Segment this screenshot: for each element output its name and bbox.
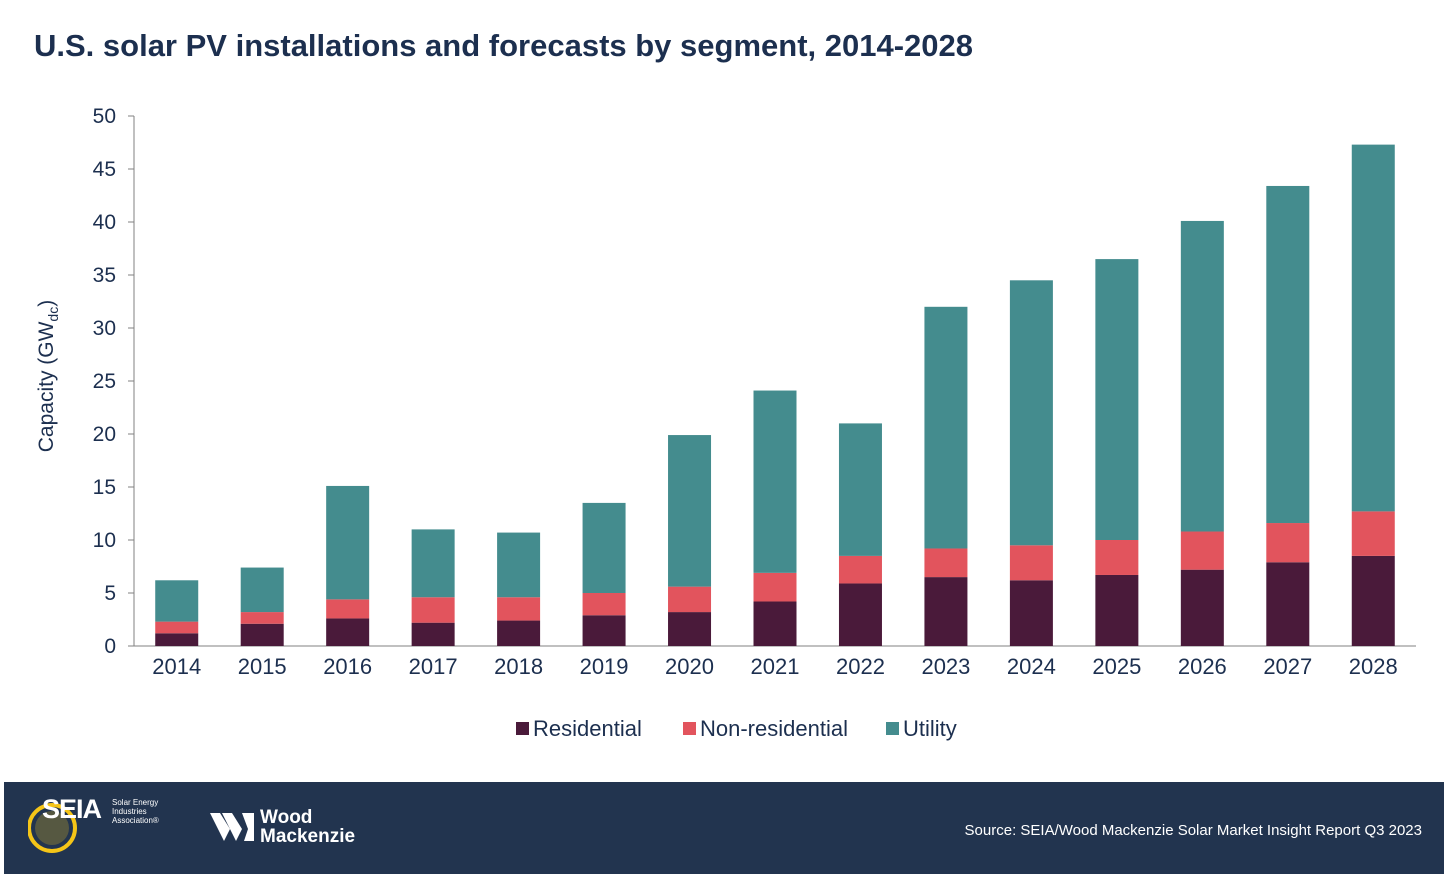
- wood-mackenzie-name-line1: Wood: [260, 807, 313, 828]
- bar-non-residential-2026: [1180, 531, 1224, 570]
- bar-residential-2016: [326, 618, 370, 646]
- bar-residential-2023: [924, 577, 968, 646]
- bar-residential-2024: [1009, 580, 1053, 646]
- svg-text:Capacity (GWdc): Capacity (GWdc): [35, 300, 61, 452]
- bar-non-residential-2016: [326, 599, 370, 619]
- bar-non-residential-2019: [582, 593, 626, 616]
- wood-mackenzie-name-line2: Mackenzie: [260, 826, 356, 847]
- x-tick-label: 2016: [323, 654, 372, 679]
- x-tick-label: 2024: [1007, 654, 1056, 679]
- x-tick-label: 2014: [152, 654, 201, 679]
- bar-utility-2025: [1095, 259, 1139, 540]
- x-tick-label: 2015: [238, 654, 287, 679]
- bar-residential-2026: [1180, 569, 1224, 646]
- bar-utility-2022: [838, 423, 882, 556]
- bar-non-residential-2022: [838, 555, 882, 584]
- bar-non-residential-2018: [497, 597, 541, 621]
- bar-non-residential-2014: [155, 621, 199, 634]
- bar-residential-2017: [411, 622, 455, 646]
- bar-residential-2019: [582, 615, 626, 646]
- bar-utility-2028: [1351, 144, 1395, 512]
- seia-brand: SEIA: [42, 794, 102, 824]
- x-tick-label: 2021: [751, 654, 800, 679]
- y-axis-label: Capacity (GWdc): [35, 300, 61, 452]
- legend-label-utility: Utility: [903, 716, 957, 741]
- bar-residential-2020: [668, 612, 712, 646]
- x-tick-label: 2026: [1178, 654, 1227, 679]
- y-tick-label: 15: [93, 476, 116, 499]
- y-tick-label: 45: [93, 158, 116, 181]
- x-tick-label: 2017: [409, 654, 458, 679]
- bar-residential-2018: [497, 620, 541, 646]
- bar-utility-2016: [326, 485, 370, 600]
- bar-non-residential-2015: [240, 612, 284, 624]
- x-tick-label: 2018: [494, 654, 543, 679]
- wood-mackenzie-name: Wood Mackenzie: [260, 808, 355, 846]
- bar-utility-2020: [668, 435, 712, 587]
- x-tick-label: 2023: [921, 654, 970, 679]
- y-tick-label: 50: [93, 105, 116, 128]
- legend-swatch-residential: [516, 722, 529, 735]
- bar-residential-2022: [838, 583, 882, 646]
- bar-non-residential-2025: [1095, 540, 1139, 575]
- bar-utility-2024: [1009, 280, 1053, 546]
- legend: Residential Non-residential Utility: [516, 716, 957, 741]
- legend-swatch-non-residential: [683, 722, 696, 735]
- y-tick-label: 10: [93, 529, 116, 552]
- source-note: Source: SEIA/Wood Mackenzie Solar Market…: [964, 822, 1422, 839]
- y-tick-label: 40: [93, 211, 116, 234]
- bar-non-residential-2028: [1351, 511, 1395, 556]
- seia-subtitle: Solar Energy Industries Association®: [112, 798, 159, 825]
- bar-residential-2028: [1351, 555, 1395, 646]
- y-tick-label: 35: [93, 264, 116, 287]
- y-tick-label: 25: [93, 370, 116, 393]
- bar-utility-2017: [411, 529, 455, 598]
- legend-swatch-utility: [886, 722, 899, 735]
- bar-utility-2019: [582, 502, 626, 593]
- bar-utility-2026: [1180, 220, 1224, 532]
- bar-non-residential-2027: [1266, 523, 1310, 563]
- bar-residential-2025: [1095, 574, 1139, 646]
- x-tick-label: 2019: [580, 654, 629, 679]
- stacked-bar-chart: Capacity (GWdc) 051015202530354045502014…: [35, 105, 1416, 741]
- bar-residential-2021: [753, 601, 797, 646]
- bar-non-residential-2021: [753, 572, 797, 602]
- wood-mackenzie-logo-icon: [210, 813, 254, 841]
- x-tick-label: 2027: [1263, 654, 1312, 679]
- x-tick-label: 2022: [836, 654, 885, 679]
- x-tick-label: 2025: [1092, 654, 1141, 679]
- bar-non-residential-2020: [668, 586, 712, 613]
- y-tick-label: 20: [93, 423, 116, 446]
- y-axis-label-main: Capacity (GW: [35, 321, 58, 452]
- bar-utility-2027: [1266, 185, 1310, 524]
- x-tick-label: 2028: [1349, 654, 1398, 679]
- bar-residential-2015: [240, 623, 284, 646]
- bar-non-residential-2017: [411, 597, 455, 623]
- footer-bar: SEIA Solar Energy Industries Association…: [4, 782, 1444, 874]
- bar-utility-2021: [753, 390, 797, 573]
- y-tick-label: 5: [104, 582, 116, 605]
- bar-non-residential-2023: [924, 548, 968, 578]
- bar-non-residential-2024: [1009, 545, 1053, 581]
- y-axis-label-close: ): [35, 300, 58, 307]
- legend-label-residential: Residential: [533, 716, 642, 741]
- bar-utility-2023: [924, 306, 968, 549]
- bar-residential-2014: [155, 633, 199, 646]
- seia-logo-icon: [28, 803, 77, 853]
- bar-utility-2014: [155, 580, 199, 622]
- y-axis-label-subscript: dc: [45, 307, 61, 322]
- y-tick-label: 0: [104, 635, 116, 658]
- bar-utility-2015: [240, 567, 284, 613]
- chart-title: U.S. solar PV installations and forecast…: [34, 28, 973, 63]
- bar-utility-2018: [497, 532, 541, 598]
- x-tick-label: 2020: [665, 654, 714, 679]
- legend-label-non-residential: Non-residential: [700, 716, 848, 741]
- bar-residential-2027: [1266, 562, 1310, 646]
- y-tick-label: 30: [93, 317, 116, 340]
